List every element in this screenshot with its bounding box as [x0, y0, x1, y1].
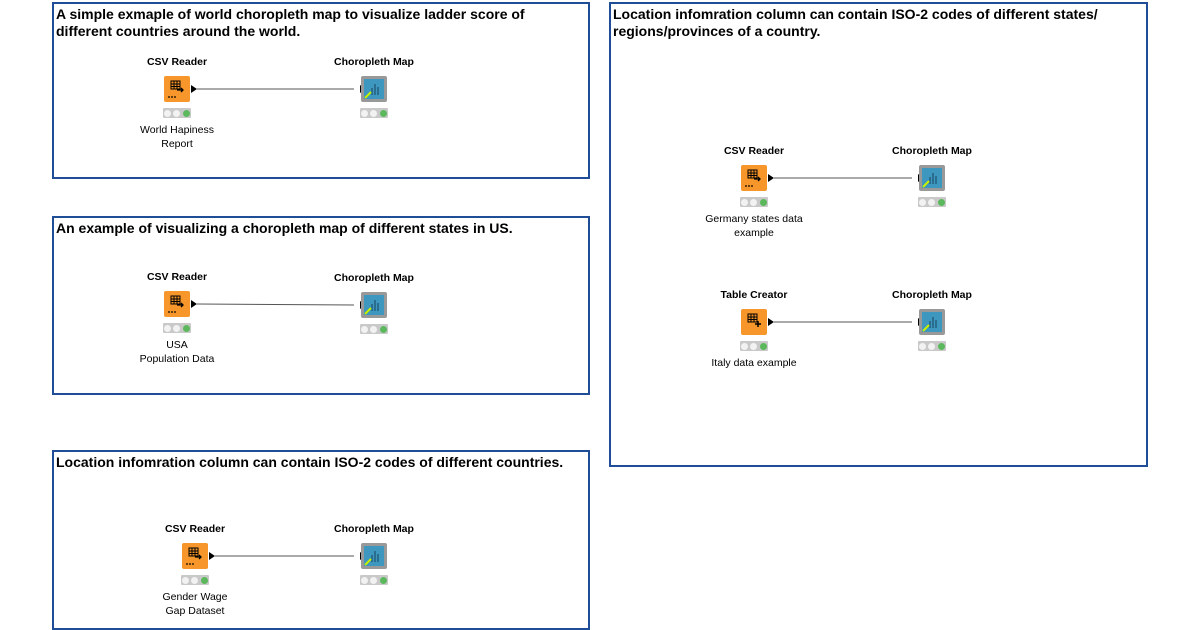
- node-title: Choropleth Map: [892, 289, 972, 301]
- node-label[interactable]: World Hapiness Report: [140, 124, 214, 150]
- node-label[interactable]: Germany states data example: [705, 213, 803, 239]
- table-arrow-icon[interactable]: [182, 543, 208, 569]
- node-status-traffic-light: [918, 341, 946, 351]
- out-port-icon[interactable]: [768, 174, 774, 182]
- workflow-annotation[interactable]: An example of visualizing a choropleth m…: [52, 216, 590, 395]
- node-status-traffic-light: [360, 108, 388, 118]
- node-csv-reader[interactable]: CSV Reader Gender Wage Gap Dataset: [135, 523, 255, 618]
- node-title: Choropleth Map: [334, 56, 414, 68]
- node-status-traffic-light: [181, 575, 209, 585]
- table-arrow-icon[interactable]: [164, 76, 190, 102]
- node-csv-reader[interactable]: CSV Reader USA Population Data: [117, 271, 237, 366]
- table-plus-icon[interactable]: [741, 309, 767, 335]
- node-view[interactable]: Choropleth Map: [872, 289, 992, 356]
- node-csv-reader[interactable]: CSV Reader World Hapiness Report: [117, 56, 237, 151]
- bar-chart-icon[interactable]: [361, 76, 387, 102]
- annotation-text: Location infomration column can contain …: [613, 6, 1098, 39]
- node-status-traffic-light: [163, 323, 191, 333]
- bar-chart-icon[interactable]: [361, 543, 387, 569]
- node-title: Choropleth Map: [334, 272, 414, 284]
- node-status-traffic-light: [360, 324, 388, 334]
- workflow-annotation[interactable]: Location infomration column can contain …: [52, 450, 590, 630]
- bar-chart-icon[interactable]: [919, 165, 945, 191]
- node-view[interactable]: Choropleth Map: [314, 272, 434, 339]
- node-title: CSV Reader: [723, 145, 785, 157]
- node-table-creator[interactable]: Table Creator Italy data example: [694, 289, 814, 370]
- node-label[interactable]: Gender Wage Gap Dataset: [162, 591, 228, 617]
- node-label[interactable]: USA Population Data: [139, 339, 215, 365]
- node-csv-reader[interactable]: CSV Reader Germany states data example: [694, 145, 814, 240]
- node-title: Choropleth Map: [892, 145, 972, 157]
- bar-chart-icon[interactable]: [361, 292, 387, 318]
- node-title: CSV Reader: [146, 271, 208, 283]
- node-title: CSV Reader: [164, 523, 226, 535]
- node-label[interactable]: Italy data example: [711, 357, 797, 369]
- out-port-icon[interactable]: [191, 300, 197, 308]
- node-status-traffic-light: [740, 197, 768, 207]
- node-view[interactable]: Choropleth Map: [872, 145, 992, 212]
- out-port-icon[interactable]: [209, 552, 215, 560]
- table-arrow-icon[interactable]: [741, 165, 767, 191]
- connection-line[interactable]: [196, 303, 355, 306]
- annotation-text: An example of visualizing a choropleth m…: [56, 220, 513, 236]
- bar-chart-icon[interactable]: [919, 309, 945, 335]
- table-arrow-icon[interactable]: [164, 291, 190, 317]
- annotation-text: Location infomration column can contain …: [56, 454, 564, 470]
- out-port-icon[interactable]: [191, 85, 197, 93]
- annotation-text: A simple exmaple of world choropleth map…: [56, 6, 525, 39]
- node-status-traffic-light: [740, 341, 768, 351]
- node-view[interactable]: Choropleth Map: [314, 56, 434, 123]
- node-status-traffic-light: [163, 108, 191, 118]
- node-status-traffic-light: [360, 575, 388, 585]
- out-port-icon[interactable]: [768, 318, 774, 326]
- node-view[interactable]: Choropleth Map: [314, 523, 434, 590]
- node-title: Choropleth Map: [334, 523, 414, 535]
- workflow-annotation[interactable]: Location infomration column can contain …: [609, 2, 1148, 467]
- node-title: Table Creator: [720, 289, 788, 301]
- workflow-annotation[interactable]: A simple exmaple of world choropleth map…: [52, 2, 590, 179]
- node-status-traffic-light: [918, 197, 946, 207]
- node-title: CSV Reader: [146, 56, 208, 68]
